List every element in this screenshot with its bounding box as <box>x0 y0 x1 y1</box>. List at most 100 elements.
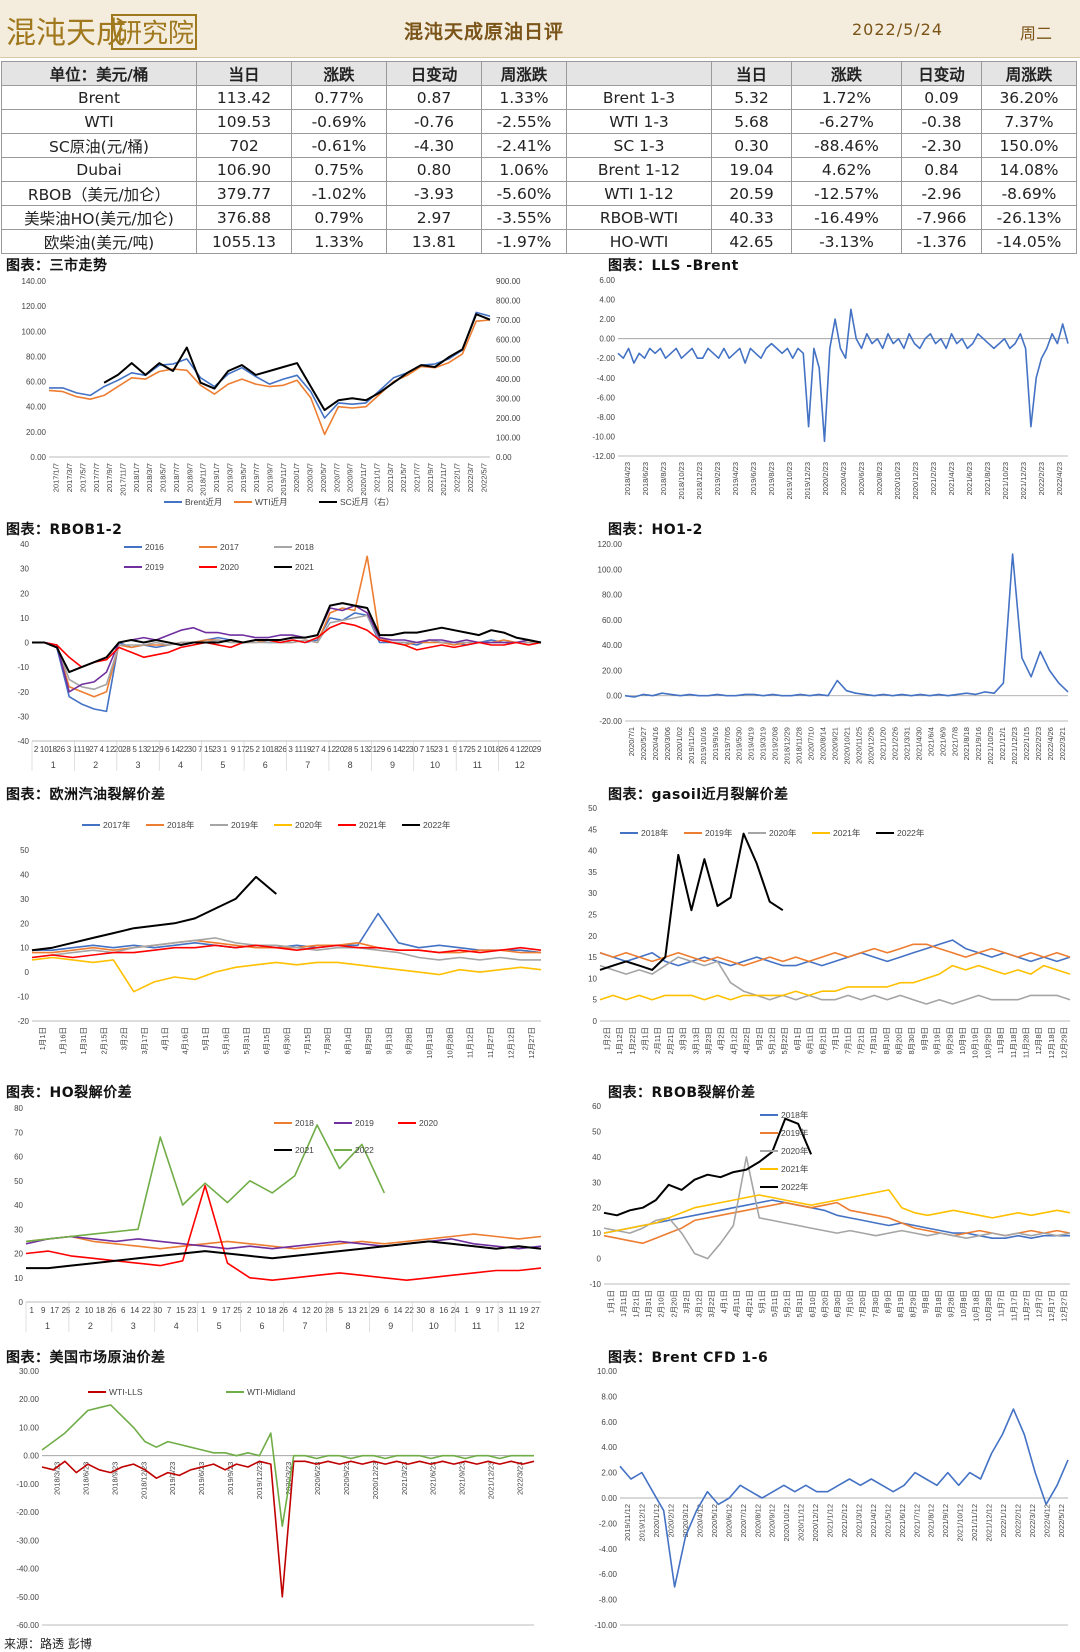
x-tick-label: 2021/12/12 <box>985 1504 994 1542</box>
value-cell: 0.84 <box>901 157 982 182</box>
value-cell: -88.46% <box>791 133 902 158</box>
x-tick-label: 2022/2/23 <box>1037 462 1046 495</box>
legend-label: 2020 <box>419 1118 438 1128</box>
y-tick-label: 30.00 <box>19 1367 40 1376</box>
x-tick-label: 2018/9/23 <box>110 1462 119 1495</box>
x-tick-label: 2020/12/23 <box>911 462 920 500</box>
x-tick-label: 9月13日 <box>384 1027 393 1055</box>
x-tick-label: 2020/3/12 <box>681 1504 690 1537</box>
x-tick-label: 2022/3/23 <box>516 1462 525 1495</box>
chart-caption: 图表：HO裂解价差 <box>6 1085 133 1101</box>
x-tick-label: 2020/7/10 <box>807 727 816 760</box>
y-tick-label: 20.00 <box>26 428 47 437</box>
y2-tick-label: 800.00 <box>496 297 521 306</box>
x-tick-label: 4月2日 <box>717 1027 726 1050</box>
series-line <box>32 604 542 693</box>
x-tick-label: 22 <box>405 1306 414 1315</box>
series-line <box>603 1189 1071 1234</box>
x-tick-label: 2019/9/23 <box>226 1462 235 1495</box>
value-cell: 113.42 <box>196 85 292 110</box>
x-tick-label: 12月27日 <box>1060 1290 1069 1322</box>
report-title: 混沌天成原油日评 <box>404 21 565 43</box>
x-tick-label: 2021/6/12 <box>898 1504 907 1537</box>
x-tick-label: 6月11日 <box>806 1027 815 1054</box>
y-tick-label: -2.00 <box>599 1519 618 1528</box>
x-tick-label: 15 <box>426 745 435 754</box>
y-tick-label: -20 <box>17 688 29 697</box>
y-tick-label: -40 <box>17 737 29 746</box>
x-group-label: 10 <box>430 760 440 770</box>
x-tick-label: 2018/11/28 <box>795 727 804 764</box>
y-tick-label: 30 <box>20 895 29 904</box>
x-tick-label: 2019/10/23 <box>785 462 794 500</box>
value-cell: 109.53 <box>196 109 292 134</box>
x-tick-label: 2019/4/19 <box>747 727 756 760</box>
x-tick-label: 2018/3/23 <box>52 1462 61 1495</box>
x-tick-label: 6月30日 <box>833 1290 842 1318</box>
x-tick-label: 1月22日 <box>628 1027 637 1055</box>
y-tick-label: -10.00 <box>16 1480 39 1489</box>
value-cell: -0.38 <box>901 109 982 134</box>
x-tick-label: 2021/3/31 <box>902 727 911 760</box>
x-tick-label: 11月17日 <box>1009 1290 1018 1321</box>
x-tick-label: 2020/4/16 <box>651 727 660 760</box>
x-tick-label: 12月27日 <box>527 1027 536 1059</box>
x-tick-label: 25 <box>245 745 254 754</box>
x-tick-label: 2022/1/15 <box>1022 727 1031 760</box>
y-tick-label: 6.00 <box>601 1418 617 1427</box>
x-group-label: 2 <box>88 1321 93 1331</box>
x-tick-label: 2021/10/29 <box>986 727 995 765</box>
chart-us-crude-spreads: -60.00 -50.00 -40.00 -30.00 -20.00 -10.00 0.00… <box>4 1365 542 1633</box>
x-tick-label: 2019/5/7 <box>239 463 248 492</box>
y-tick-label: -30 <box>17 712 29 721</box>
series-line <box>31 944 542 959</box>
x-tick-label: 2022/5/12 <box>1057 1504 1066 1537</box>
chart-rbob-crack: -10 0 10 20 30 40 50 60 1月1日 1月11日 1月21日 1月31日 2月10日… <box>580 1100 1078 1344</box>
x-tick-label: 2019/11/12 <box>623 1504 632 1541</box>
y2-tick-label: 100.00 <box>496 433 521 442</box>
value-cell: -3.13% <box>791 229 902 254</box>
x-tick-label: 2021/12/23 <box>1010 727 1019 765</box>
x-tick-label: 22 <box>142 1306 151 1315</box>
value-cell: -1.376 <box>901 229 982 254</box>
x-tick-label: 2020/2/12 <box>667 1504 676 1537</box>
header-cell: 日变动 <box>386 61 482 86</box>
y-tick-label: 0 <box>19 1298 24 1307</box>
legend-label: 2021 <box>295 562 314 572</box>
row-label-cell: 美柴油HO(美元/加仑) <box>1 205 197 230</box>
x-tick-label: 11月18日 <box>1009 1027 1018 1058</box>
x-tick-label: 2018/12/23 <box>139 1462 148 1500</box>
legend-label: 2022年 <box>897 828 925 838</box>
x-tick-label: 2022/2/12 <box>1013 1504 1022 1537</box>
x-tick-label: 3月12日 <box>694 1290 703 1318</box>
y-tick-label: 60 <box>14 1153 23 1162</box>
value-cell: -26.13% <box>981 205 1077 230</box>
x-tick-label: 10 <box>262 745 271 754</box>
y-tick-label: -4.00 <box>597 374 616 383</box>
x-tick-label: 29 <box>371 1306 380 1315</box>
x-tick-label: 4 <box>510 745 515 754</box>
x-tick-label: 7 <box>198 745 203 754</box>
series-line <box>41 1460 535 1598</box>
y-tick-label: -30.00 <box>16 1536 39 1545</box>
y-tick-label: 0 <box>25 639 30 648</box>
x-group-label: 5 <box>217 1321 222 1331</box>
y-tick-label: 6.00 <box>599 276 615 285</box>
x-tick-label: 7月21日 <box>856 1027 865 1055</box>
x-tick-label: 12 <box>302 1306 311 1315</box>
x-tick-label: 8月19日 <box>896 1290 905 1318</box>
x-group-label: 4 <box>178 760 183 770</box>
x-group-label: 1 <box>45 1321 50 1331</box>
x-tick-label: 2021/1/12 <box>826 1504 835 1537</box>
x-tick-label: 7月30日 <box>871 1290 880 1318</box>
series-line <box>31 937 541 961</box>
table-row: Dubai 106.90 0.75% 0.80 1.06% <box>1 157 567 182</box>
x-tick-label: 2020/10/21 <box>843 727 852 765</box>
value-cell: 20.59 <box>711 181 792 206</box>
x-tick-label: 2019/11/7 <box>279 463 288 496</box>
x-tick-label: 2020/12/23 <box>371 1462 380 1500</box>
x-tick-label: 2021/1/7 <box>372 463 381 492</box>
x-tick-label: 2020/8/23 <box>875 462 884 495</box>
x-tick-label: 2020/5/7 <box>319 463 328 492</box>
x-tick-label: 5月21日 <box>783 1290 792 1318</box>
